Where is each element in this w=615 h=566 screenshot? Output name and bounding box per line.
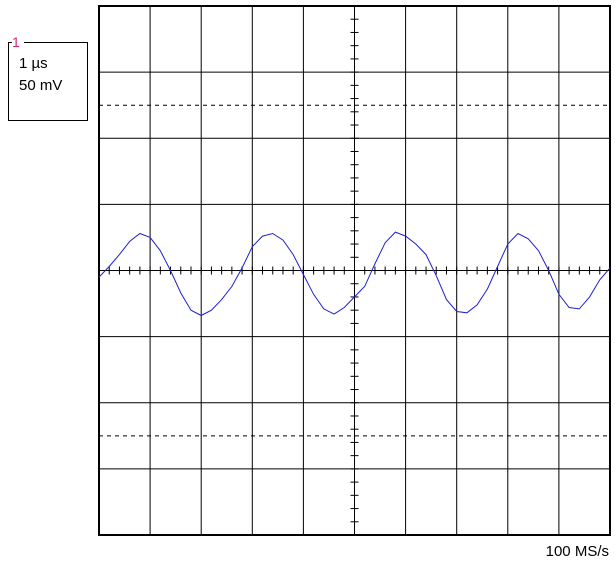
waveform-trace xyxy=(98,231,611,317)
sample-rate-label: 100 MS/s xyxy=(545,543,609,560)
channel-info-box: 1 1 µs 50 mV xyxy=(8,35,88,121)
channel-number: 1 xyxy=(12,34,20,50)
trace-line xyxy=(98,231,611,317)
graticule xyxy=(98,5,611,536)
timebase-label: 1 µs xyxy=(19,55,48,72)
volts-per-div-label: 50 mV xyxy=(19,77,63,94)
